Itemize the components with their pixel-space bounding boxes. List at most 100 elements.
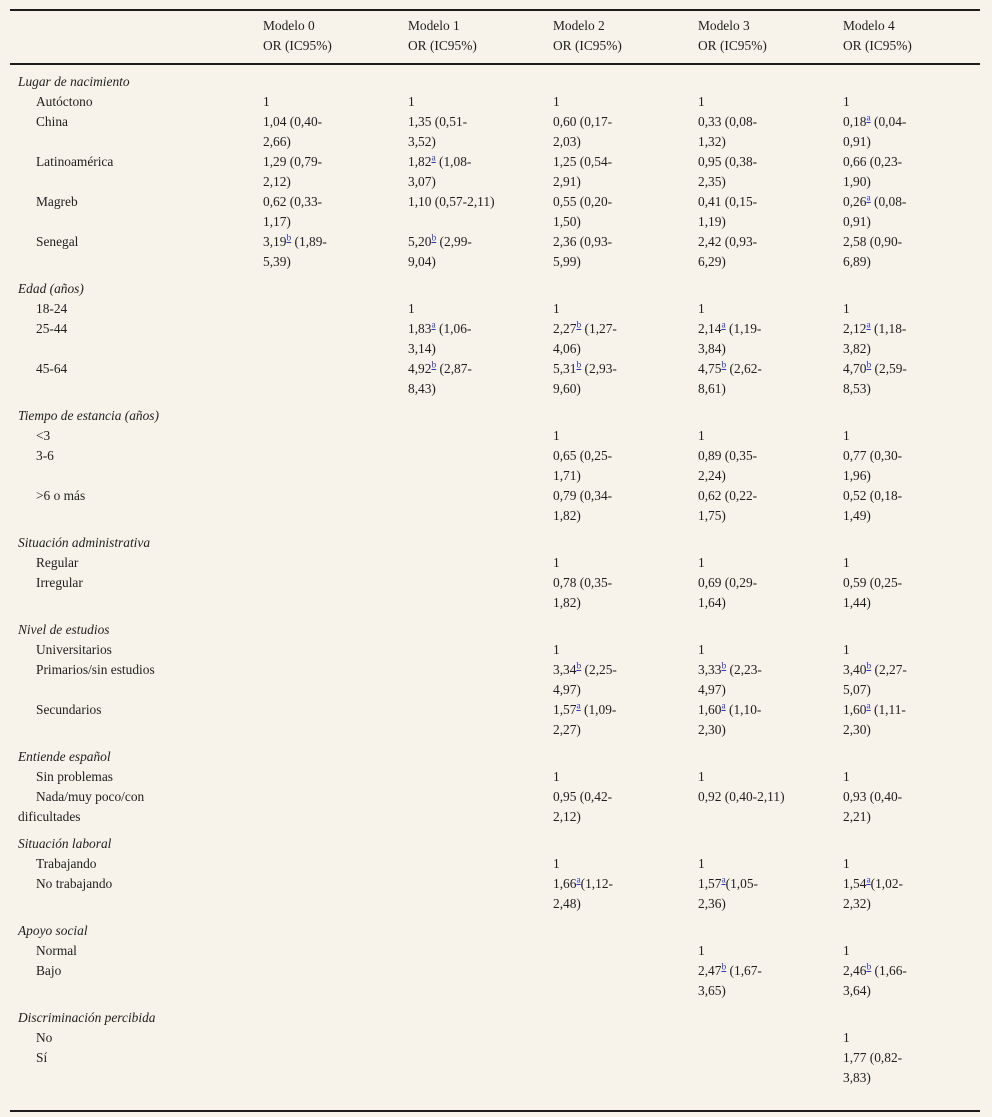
column-title: Modelo 2 (553, 18, 605, 33)
footnote-link[interactable]: a (721, 320, 726, 331)
or-value-cell (690, 1048, 835, 1111)
row-label: Autóctono (36, 94, 93, 109)
or-value-cell (400, 1048, 545, 1111)
or-value-cell (255, 486, 400, 526)
header-row: Modelo 0 OR (IC95%) Modelo 1 OR (IC95%) … (10, 10, 980, 65)
or-value-cell (255, 1001, 400, 1028)
footnote-link[interactable]: a (866, 701, 871, 712)
or-value-cell: 1 (553, 301, 560, 316)
row-label: Regular (36, 555, 79, 570)
or-value-cell (400, 700, 545, 740)
row-label: No (36, 1030, 53, 1045)
category-row: Entiende español (10, 740, 980, 767)
category-row: Discriminación percibida (10, 1001, 980, 1028)
column-title: Modelo 4 (843, 18, 895, 33)
footnote-link[interactable]: a (866, 875, 871, 886)
footnote-link[interactable]: a (576, 701, 581, 712)
or-value-cell: 0,18a (0,04-​0,91) (843, 113, 907, 149)
or-value-cell (255, 553, 400, 573)
footnote-link[interactable]: b (721, 360, 727, 371)
or-value-cell (690, 740, 835, 767)
or-value-cell: 1,57a (1,09-​2,27) (553, 701, 617, 737)
category-row: Apoyo social (10, 914, 980, 941)
footnote-link[interactable]: b (576, 661, 582, 672)
footnote-link[interactable]: b (721, 962, 727, 973)
column-title: Modelo 3 (698, 18, 750, 33)
or-value-cell: 1,35 (0,51-​3,52) (408, 114, 468, 149)
or-value-cell: 1 (843, 943, 850, 958)
table-row: 25-44 1,83a (1,06-​3,14) 2,27b (1,27-​4,06… (10, 319, 980, 359)
or-value-cell (545, 1001, 690, 1028)
or-value-cell (545, 740, 690, 767)
or-value-cell (400, 961, 545, 1001)
footnote-link[interactable]: b (866, 962, 872, 973)
row-label: Irregular (36, 575, 83, 590)
column-title: Modelo 1 (408, 18, 460, 33)
row-label: No trabajando (36, 876, 113, 891)
footnote-link[interactable]: b (866, 360, 872, 371)
row-label: Universitarios (36, 642, 112, 657)
footnote-link[interactable]: b (866, 661, 872, 672)
column-subtitle: OR (IC95%) (698, 38, 767, 53)
category-label: Discriminación percibida (18, 1010, 156, 1025)
or-value-cell (255, 399, 400, 426)
table-row: Primarios/sin estudios 3,34b (2,25-​4,97)… (10, 660, 980, 700)
category-row: Tiempo de estancia (años) (10, 399, 980, 426)
or-value-cell (545, 526, 690, 553)
or-value-cell: 1 (408, 301, 415, 316)
or-value-cell: 0,62 (0,22-​1,75) (698, 488, 758, 523)
footnote-link[interactable]: a (431, 320, 436, 331)
table-row: Senegal 3,19b (1,89-​5,39) 5,20b (2,99-​9,… (10, 232, 980, 272)
or-value-cell (545, 272, 690, 299)
or-value-cell (835, 827, 980, 854)
or-value-cell: 1 (843, 642, 850, 657)
or-value-cell (255, 319, 400, 359)
or-value-cell: 1 (553, 428, 560, 443)
footnote-link[interactable]: a (576, 875, 581, 886)
footnote-link[interactable]: a (721, 875, 726, 886)
table-row: No trabajando 1,66a(1,12-​2,48) 1,57a(1,05… (10, 874, 980, 914)
or-value-cell: 1 (553, 555, 560, 570)
or-value-cell: 1,77 (0,82-​3,83) (843, 1050, 903, 1085)
column-subtitle: OR (IC95%) (408, 38, 477, 53)
or-value-cell (690, 613, 835, 640)
or-value-cell: 0,95 (0,38-​2,35) (698, 154, 758, 189)
footnote-link[interactable]: b (721, 661, 727, 672)
category-label: Edad (años) (18, 281, 84, 296)
footnote-link[interactable]: b (431, 360, 437, 371)
footnote-link[interactable]: b (286, 233, 292, 244)
or-value-cell (400, 272, 545, 299)
footnote-link[interactable]: b (576, 360, 582, 371)
footnote-link[interactable]: a (866, 320, 871, 331)
category-label: Tiempo de estancia (años) (18, 408, 159, 423)
or-value-cell (545, 827, 690, 854)
or-value-cell (690, 272, 835, 299)
or-value-cell: 1 (553, 642, 560, 657)
or-value-cell (835, 272, 980, 299)
row-label: Sin problemas (36, 769, 113, 784)
or-value-cell (400, 426, 545, 446)
footnote-link[interactable]: b (431, 233, 437, 244)
or-value-cell (255, 700, 400, 740)
or-value-cell: 0,52 (0,18-​1,49) (843, 488, 903, 523)
or-value-cell (400, 486, 545, 526)
table-row: Latinoamérica 1,29 (0,79-​2,12) 1,82a (1,0… (10, 152, 980, 192)
or-value-cell (255, 1028, 400, 1048)
or-value-cell: 1 (698, 856, 705, 871)
row-label: 18-24 (36, 301, 68, 316)
row-label: China (36, 114, 68, 129)
column-header-modelo-0: Modelo 0 OR (IC95%) (255, 10, 400, 65)
footnote-link[interactable]: b (576, 320, 582, 331)
footnote-link[interactable]: a (866, 113, 871, 124)
footnote-link[interactable]: a (431, 153, 436, 164)
or-value-cell (835, 64, 980, 92)
table-row: Sin problemas 1 1 1 (10, 767, 980, 787)
or-value-cell (255, 359, 400, 399)
footnote-link[interactable]: a (721, 701, 726, 712)
or-value-cell (835, 740, 980, 767)
footnote-link[interactable]: a (866, 193, 871, 204)
or-value-cell: 1 (553, 94, 560, 109)
or-value-cell (545, 1028, 690, 1048)
or-value-cell: 3,19b (1,89-​5,39) (263, 233, 327, 269)
or-value-cell (255, 854, 400, 874)
